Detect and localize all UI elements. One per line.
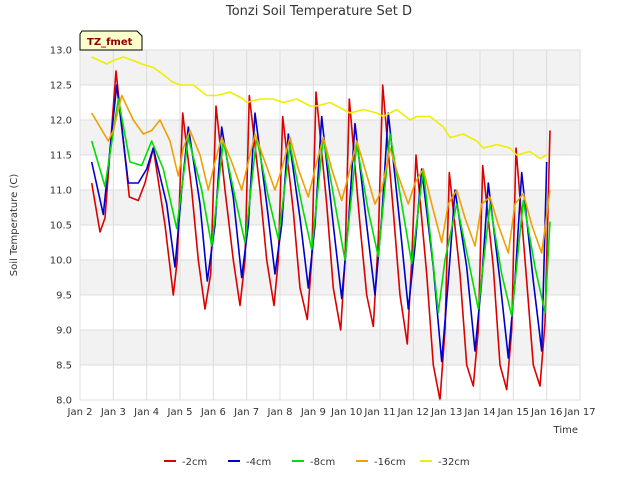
x-tick-label: Jan 9 bbox=[300, 407, 326, 418]
x-tick-label: Jan 5 bbox=[167, 407, 193, 418]
x-tick-label: Jan 13 bbox=[430, 407, 462, 418]
y-tick-label: 13.0 bbox=[50, 46, 72, 57]
x-tick-label: Jan 11 bbox=[363, 407, 395, 418]
badge-label: TZ_fmet bbox=[87, 37, 133, 48]
y-tick-label: 12.5 bbox=[50, 81, 72, 92]
plot-band bbox=[80, 365, 580, 400]
series-line-minus-32cm bbox=[91, 56, 548, 160]
legend: -2cm -4cm -8cm -16cm -32cm bbox=[164, 457, 470, 468]
x-tick-labels: Jan 2 Jan 3 Jan 4 Jan 5 Jan 6 Jan 7 Jan 8 Jan 9… bbox=[67, 407, 596, 418]
x-tick-label: Jan 12 bbox=[397, 407, 429, 418]
y-tick-label: 10.5 bbox=[50, 221, 72, 232]
y-tick-label: 11.0 bbox=[50, 186, 72, 197]
chart-title: Tonzi Soil Temperature Set D bbox=[225, 4, 412, 19]
y-tick-label: 8.5 bbox=[56, 361, 72, 372]
y-tick-label: 9.5 bbox=[56, 291, 72, 302]
plot-band bbox=[80, 330, 580, 365]
x-tick-label: Jan 14 bbox=[463, 407, 495, 418]
y-tick-label: 11.5 bbox=[50, 151, 72, 162]
legend-label: -32cm bbox=[438, 457, 470, 468]
x-axis-label: Time bbox=[553, 425, 578, 436]
y-axis-label: Soil Temperature (C) bbox=[9, 174, 20, 277]
series-lines bbox=[90, 56, 551, 401]
legend-label: -8cm bbox=[310, 457, 335, 468]
y-tick-label: 9.0 bbox=[56, 326, 72, 337]
x-tick-label: Jan 4 bbox=[133, 407, 159, 418]
x-tick-label: Jan 8 bbox=[267, 407, 293, 418]
x-tick-label: Jan 3 bbox=[100, 407, 126, 418]
x-tick-label: Jan 6 bbox=[200, 407, 226, 418]
series-line-minus-2cm bbox=[90, 70, 551, 401]
plot-frame bbox=[79, 49, 581, 401]
plot-band bbox=[80, 50, 580, 85]
y-tick-label: 10.0 bbox=[50, 256, 72, 267]
badge-box bbox=[79, 30, 143, 51]
series-line-minus-8cm bbox=[90, 98, 551, 317]
y-tick-labels: 8.0 8.5 9.0 9.5 10.0 10.5 11.0 11.5 12.0 12.5 13.0 bbox=[50, 46, 72, 407]
y-tick-label: 12.0 bbox=[50, 116, 72, 127]
y-tick-label: 8.0 bbox=[56, 396, 72, 407]
series-line-minus-16cm bbox=[91, 94, 551, 254]
legend-label: -16cm bbox=[374, 457, 406, 468]
plot-band bbox=[80, 260, 580, 295]
x-tick-label: Jan 2 bbox=[67, 407, 93, 418]
legend-label: -2cm bbox=[182, 457, 207, 468]
x-tick-label: Jan 16 bbox=[530, 407, 562, 418]
x-tick-label: Jan 17 bbox=[563, 407, 595, 418]
station-badge: TZ_fmet bbox=[79, 30, 143, 51]
x-tick-label: Jan 7 bbox=[233, 407, 259, 418]
legend-label: -4cm bbox=[246, 457, 271, 468]
x-tick-label: Jan 15 bbox=[497, 407, 529, 418]
x-tick-label: Jan 10 bbox=[330, 407, 362, 418]
